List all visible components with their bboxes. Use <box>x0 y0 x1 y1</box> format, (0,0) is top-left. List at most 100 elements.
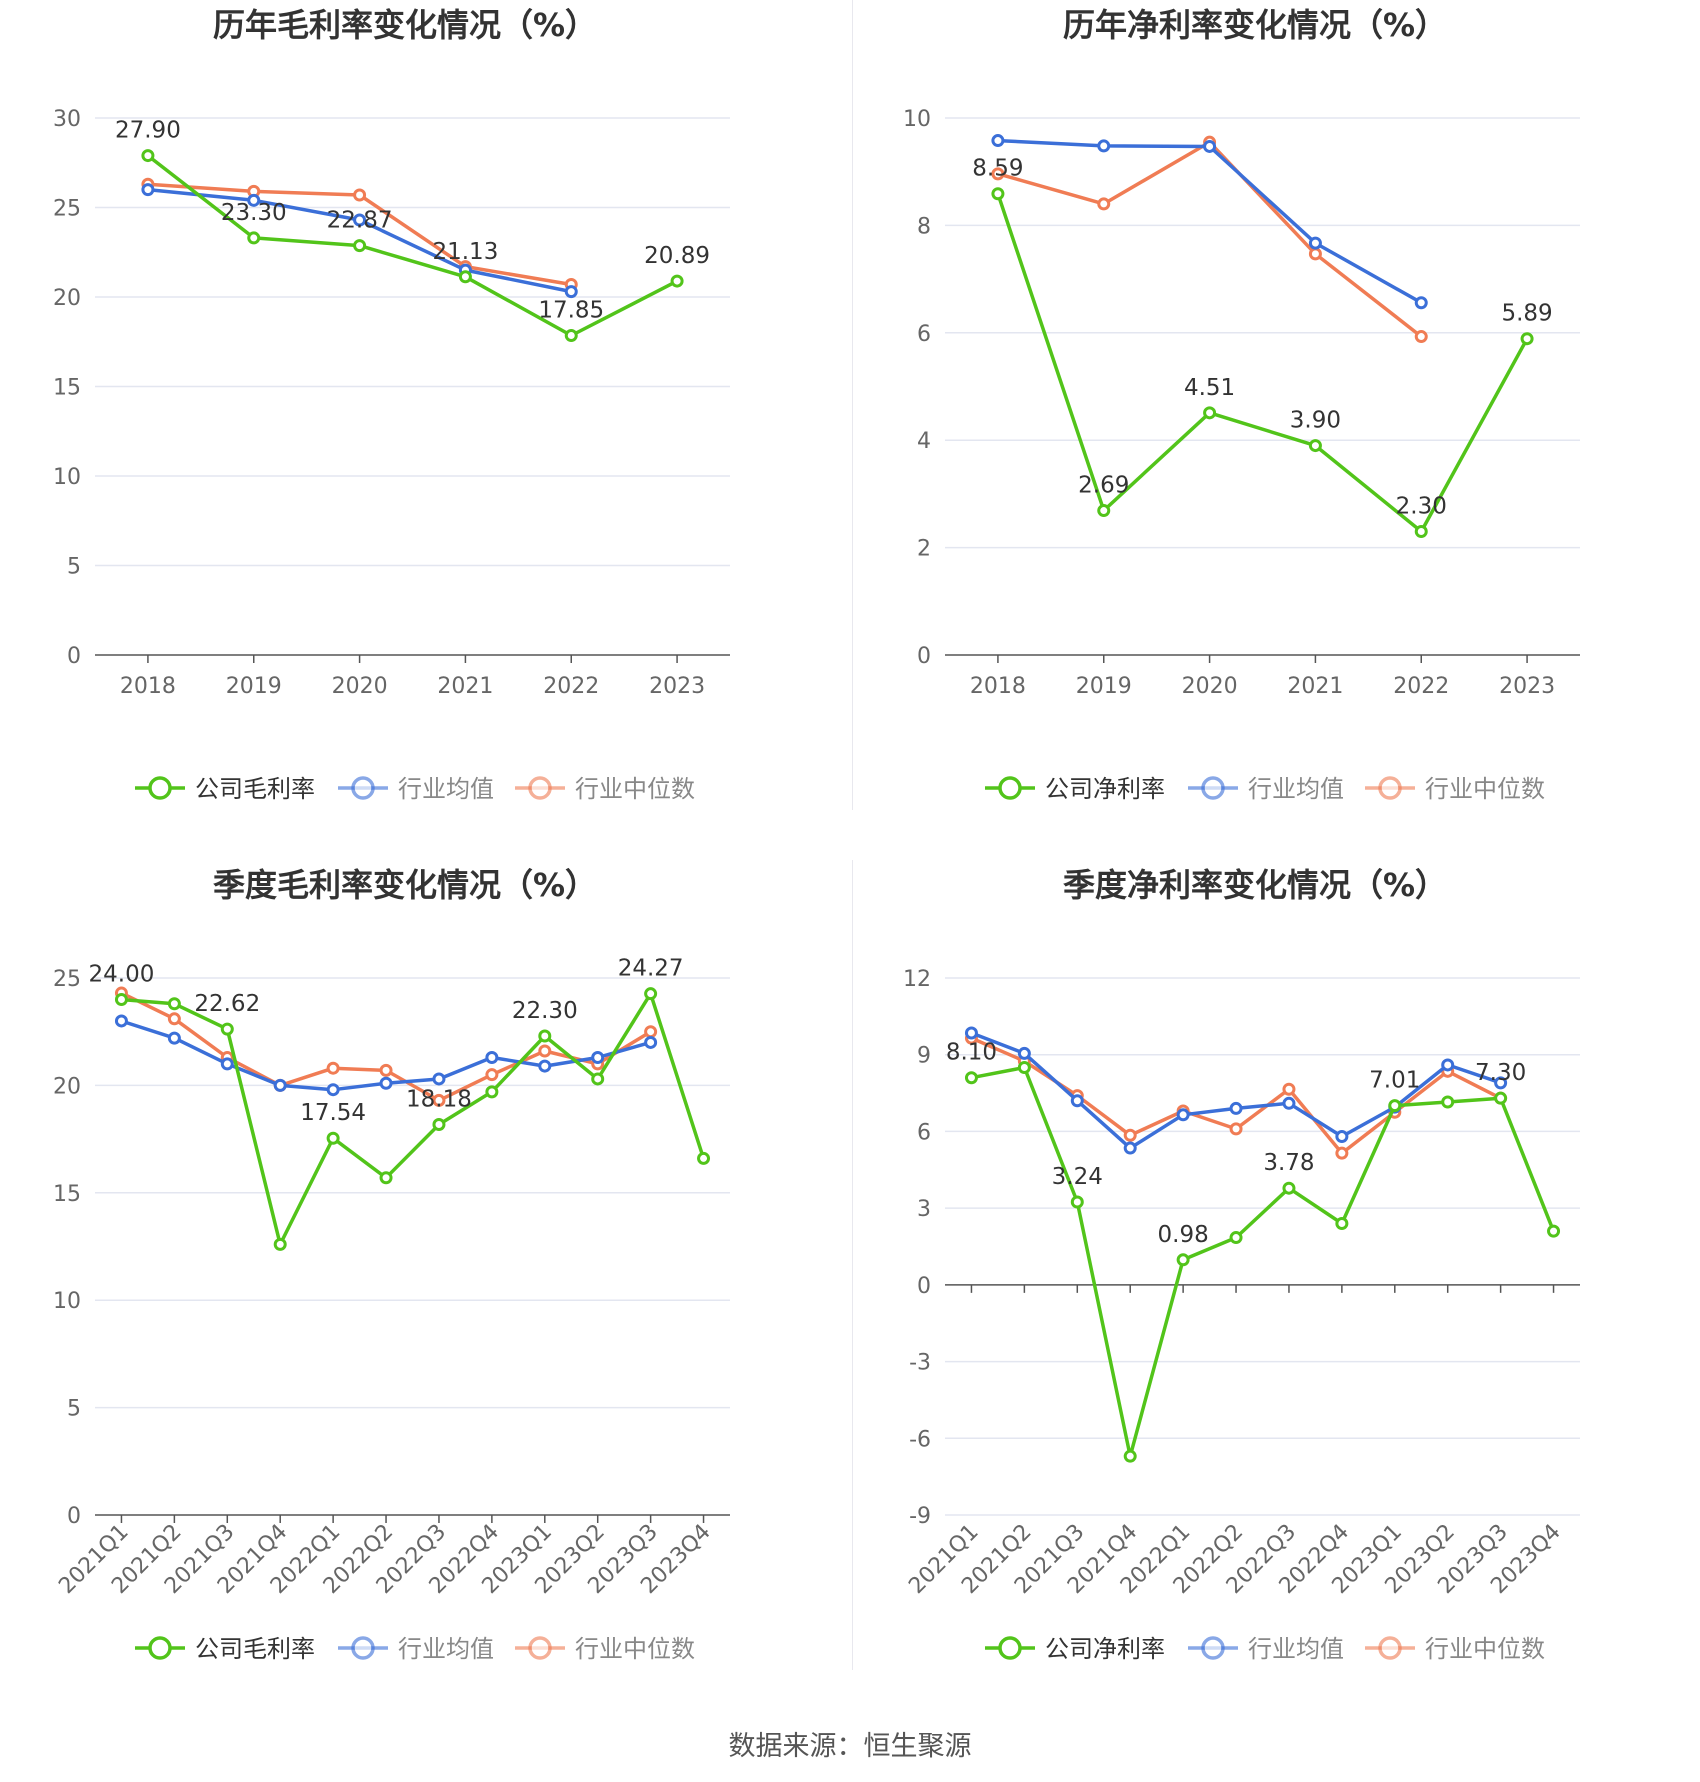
vertical-divider <box>852 0 853 810</box>
data-label: 22.30 <box>512 998 578 1024</box>
vertical-divider <box>852 860 853 1670</box>
data-label: 18.18 <box>406 1086 472 1112</box>
data-point-avg <box>485 1050 499 1064</box>
data-point-company <box>538 1029 552 1043</box>
legend-marker <box>998 1636 1022 1660</box>
data-point-company <box>1520 332 1534 346</box>
y-tick-label: -9 <box>909 1504 931 1529</box>
data-label: 2.30 <box>1396 493 1447 519</box>
legend-label: 公司毛利率 <box>195 775 315 803</box>
data-point-company <box>1070 1195 1084 1209</box>
data-point-avg <box>432 1072 446 1086</box>
legend-marker <box>148 1636 172 1660</box>
data-point-company <box>326 1131 340 1145</box>
legend-label: 行业均值 <box>1248 1635 1344 1663</box>
data-point-company <box>1388 1099 1402 1113</box>
data-point-median <box>353 188 367 202</box>
data-point-company <box>141 149 155 163</box>
data-label: 17.85 <box>538 297 604 323</box>
data-point-avg <box>564 285 578 299</box>
data-point-median <box>1229 1122 1243 1136</box>
data-point-avg <box>273 1078 287 1092</box>
x-tick-label: 2022 <box>1393 674 1449 699</box>
data-point-avg <box>141 183 155 197</box>
legend-label: 行业中位数 <box>1425 775 1545 803</box>
legend-marker <box>1201 1636 1225 1660</box>
x-tick-label: 2018 <box>120 674 176 699</box>
data-label: 7.01 <box>1369 1068 1420 1094</box>
data-point-company <box>1229 1231 1243 1245</box>
data-label: 23.30 <box>221 200 287 226</box>
y-tick-label: 10 <box>903 107 931 132</box>
data-point-median <box>167 1012 181 1026</box>
x-tick-label: 2020 <box>332 674 388 699</box>
chart-title: 历年毛利率变化情况（%） <box>213 6 597 44</box>
data-point-median <box>538 1044 552 1058</box>
data-point-avg <box>1335 1130 1349 1144</box>
data-point-avg <box>379 1076 393 1090</box>
chart-svg: 历年毛利率变化情况（%） 0 5 10 15 20 25 30 2018 2019 2020 2021… <box>53 6 730 803</box>
data-point-median <box>1308 247 1322 261</box>
x-tick-label: 2023 <box>1499 674 1555 699</box>
data-point-company <box>1494 1091 1508 1105</box>
legend-label: 行业均值 <box>398 775 494 803</box>
y-tick-label: 0 <box>67 644 81 669</box>
y-tick-label: 0 <box>67 1504 81 1529</box>
data-point-company <box>591 1072 605 1086</box>
x-tick-label: 2018 <box>970 674 1026 699</box>
data-point-company <box>432 1117 446 1131</box>
legend-marker <box>528 1636 552 1660</box>
y-tick-label: 5 <box>67 1397 81 1422</box>
legend-item-median: 行业中位数 <box>1365 775 1545 803</box>
data-label: 5.89 <box>1501 301 1552 327</box>
data-point-median <box>326 1061 340 1075</box>
data-point-company <box>1176 1253 1190 1267</box>
data-point-avg <box>964 1026 978 1040</box>
y-tick-label: 15 <box>53 1182 81 1207</box>
data-label: 22.87 <box>327 208 393 234</box>
data-point-avg <box>220 1057 234 1071</box>
legend-item-avg: 行业均值 <box>338 775 494 803</box>
data-point-company <box>1547 1224 1561 1238</box>
data-point-avg <box>991 134 1005 148</box>
legend-item-median: 行业中位数 <box>1365 1635 1545 1663</box>
chart-quarterly-net-margin: 季度净利率变化情况（%） -9 -6 -3 0 3 6 9 12 2021Q1 2021Q2 2021… <box>850 860 1700 1720</box>
data-label: 17.54 <box>300 1100 366 1126</box>
legend-label: 行业中位数 <box>575 1635 695 1663</box>
chart-title: 历年净利率变化情况（%） <box>1063 6 1447 44</box>
series-line-median <box>997 140 1423 338</box>
data-source-note: 数据来源：恒生聚源 <box>728 1731 972 1762</box>
legend-label: 行业中位数 <box>575 775 695 803</box>
data-point-avg <box>1176 1108 1190 1122</box>
legend-item-company: 公司净利率 <box>985 1635 1165 1663</box>
data-point-median <box>991 167 1005 181</box>
data-point-avg <box>1017 1046 1031 1060</box>
legend-marker <box>148 776 172 800</box>
chart-title: 季度毛利率变化情况（%） <box>213 866 597 904</box>
y-tick-label: 15 <box>53 376 81 401</box>
x-tick-label: 2019 <box>226 674 282 699</box>
data-point-median <box>379 1063 393 1077</box>
data-point-company <box>1414 524 1428 538</box>
chart-svg: 历年净利率变化情况（%） 0 2 4 6 8 10 2018 2019 2020 2021 2022 2… <box>903 6 1580 803</box>
data-point-avg <box>1229 1101 1243 1115</box>
data-point-median <box>1414 330 1428 344</box>
data-point-avg <box>591 1050 605 1064</box>
y-tick-label: 12 <box>903 967 931 992</box>
data-point-company <box>670 274 684 288</box>
series-line-company <box>146 154 678 338</box>
series-line-company <box>996 193 1529 534</box>
data-label: 4.51 <box>1184 375 1235 401</box>
y-tick-label: 20 <box>53 1074 81 1099</box>
data-point-company <box>1203 406 1217 420</box>
data-point-company <box>964 1071 978 1085</box>
data-point-company <box>458 270 472 284</box>
legend-item-avg: 行业均值 <box>338 1635 494 1663</box>
x-tick-label: 2020 <box>1182 674 1238 699</box>
data-label: 24.00 <box>89 961 155 987</box>
legend-item-company: 公司净利率 <box>985 775 1165 803</box>
x-tick-label: 2023 <box>649 674 705 699</box>
data-point-company <box>1441 1095 1455 1109</box>
data-point-company <box>379 1171 393 1185</box>
data-label: 0.98 <box>1158 1222 1209 1248</box>
